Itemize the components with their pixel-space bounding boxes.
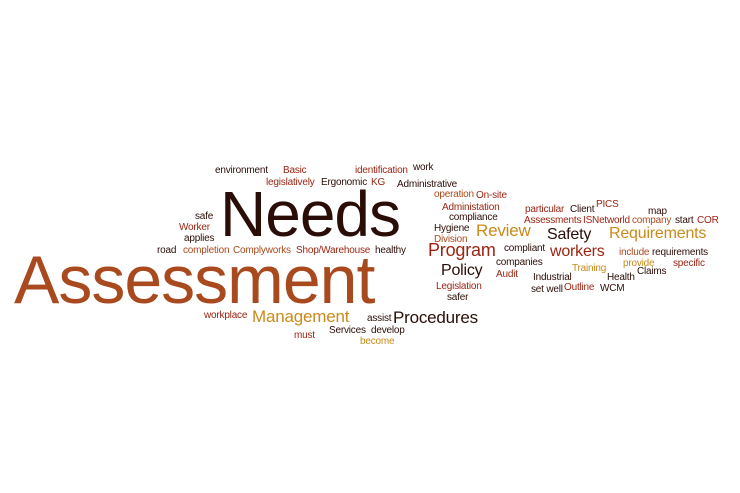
word-ergonomic: Ergonomic [321, 177, 367, 188]
word-set-well: set well [531, 284, 563, 295]
word-basic: Basic [283, 165, 307, 176]
word-outline: Outline [564, 282, 595, 293]
word-pics: PICS [596, 199, 619, 210]
word-develop: develop [371, 325, 405, 336]
word-client: Client [570, 204, 595, 215]
word-healthy: healthy [375, 245, 406, 256]
word-applies: applies [184, 233, 215, 244]
word-procedures: Procedures [393, 308, 478, 327]
word-health: Health [607, 272, 635, 283]
word-provide: provide [623, 258, 655, 269]
word-compliance: compliance [449, 212, 498, 223]
word-road: road [157, 245, 177, 256]
word-particular: particular [525, 204, 565, 215]
word-worker: Worker [179, 222, 210, 233]
word-complyworks: Complyworks [233, 245, 291, 256]
word-needs: Needs [220, 178, 401, 250]
word-hygiene: Hygiene [434, 223, 470, 234]
word-operation: operation [434, 189, 474, 200]
word-environment: environment [215, 165, 268, 176]
word-work: work [413, 162, 434, 173]
word-program: Program [428, 240, 496, 260]
word-completion: completion [183, 245, 230, 256]
word-claims: Claims [637, 266, 667, 277]
word-safe: safe [195, 211, 214, 222]
word-map: map [648, 206, 667, 217]
word-cor: COR [697, 215, 719, 226]
word-requirements-big: Requirements [609, 225, 707, 242]
word-specific: specific [673, 258, 705, 269]
word-company: company [632, 215, 672, 226]
word-services: Services [329, 325, 366, 336]
word-shop-warehouse: Shop/Warehouse [296, 245, 371, 256]
word-requirements-small: requirements [652, 247, 708, 258]
word-industrial: Industrial [533, 272, 572, 283]
word-companies: companies [496, 257, 543, 268]
word-audit: Audit [496, 269, 518, 280]
word-identification: identification [355, 165, 408, 176]
word-compliant: compliant [504, 243, 545, 254]
word-safer: safer [447, 292, 469, 303]
word-become: become [360, 336, 395, 347]
word-safety: Safety [547, 226, 592, 243]
word-kg: KG [371, 177, 386, 188]
word-must: must [294, 330, 315, 341]
word-legislation: Legislation [436, 281, 482, 292]
word-legislatively: legislatively [266, 177, 315, 188]
word-isnetworld: ISNetworld [583, 215, 630, 226]
word-review: Review [476, 221, 531, 240]
word-workplace: workplace [204, 310, 248, 321]
word-assist: assist [367, 313, 392, 324]
word-workers: workers [550, 243, 605, 260]
word-policy: Policy [441, 262, 483, 279]
word-training: Training [572, 263, 607, 274]
word-start: start [675, 215, 694, 226]
word-management: Management [252, 307, 350, 326]
word-on-site: On-site [476, 190, 507, 201]
word-administation: Administation [442, 202, 500, 213]
word-administrative: Administrative [397, 179, 457, 190]
word-wcm: WCM [600, 283, 625, 294]
word-assessments: Assessments [524, 215, 582, 226]
word-include: include [619, 247, 650, 258]
word-division: Division [434, 234, 468, 245]
word-assessment: Assessment [14, 242, 375, 318]
